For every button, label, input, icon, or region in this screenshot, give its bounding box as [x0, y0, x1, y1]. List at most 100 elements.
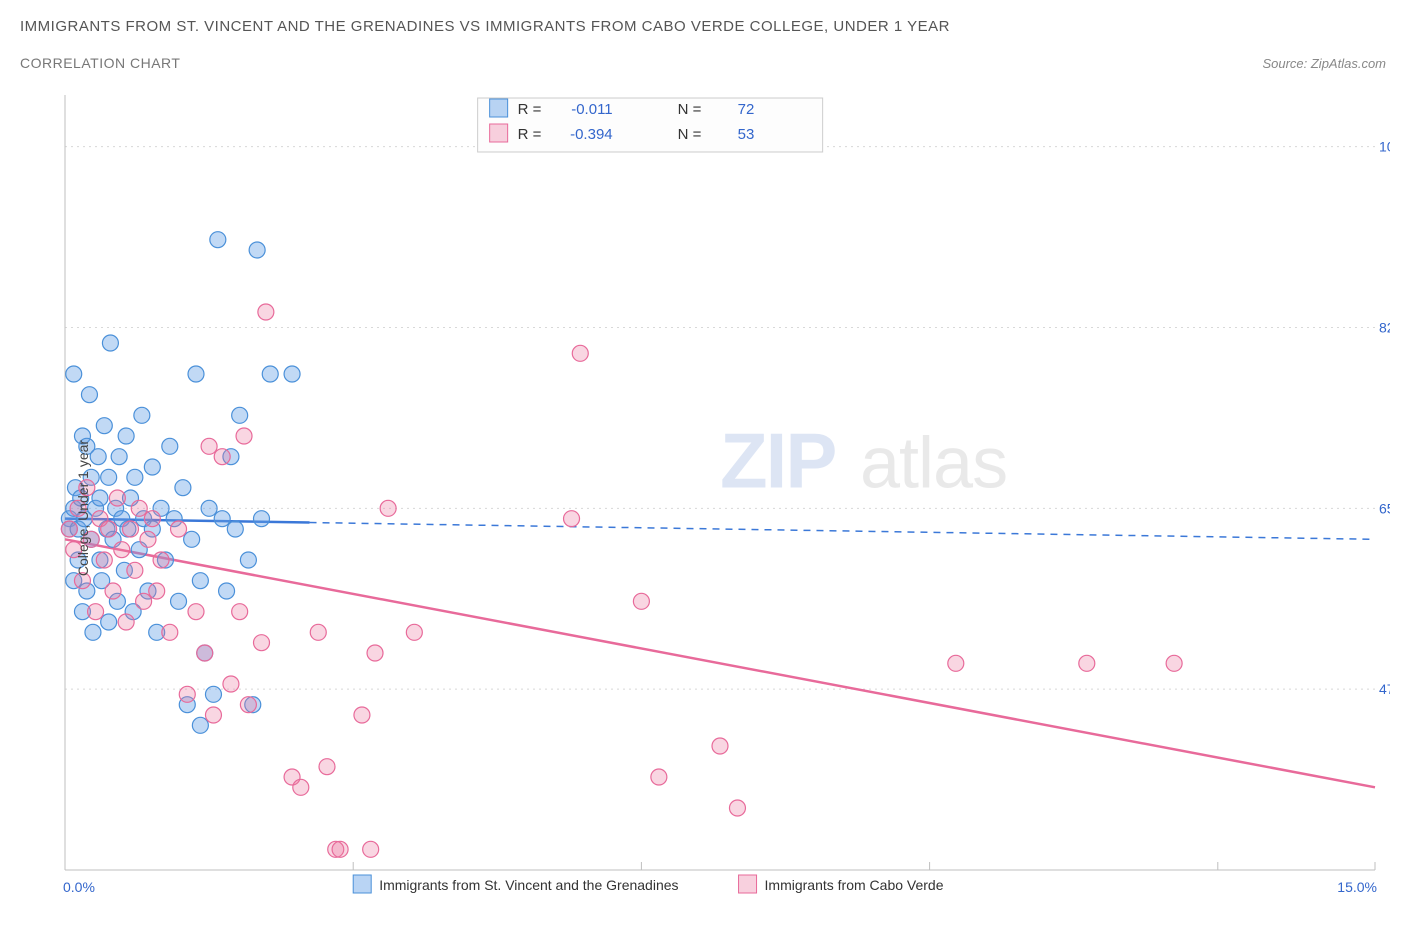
data-point	[214, 449, 230, 465]
data-point	[712, 738, 728, 754]
data-point	[81, 387, 97, 403]
data-point	[240, 697, 256, 713]
legend-swatch-icon	[490, 124, 508, 142]
series-legend-label: Immigrants from Cabo Verde	[765, 877, 944, 893]
data-point	[223, 676, 239, 692]
source-label: Source: ZipAtlas.com	[1262, 56, 1386, 71]
data-point	[105, 583, 121, 599]
data-point	[201, 500, 217, 516]
data-point	[188, 366, 204, 382]
data-point	[319, 759, 335, 775]
data-point	[240, 552, 256, 568]
y-tick-label: 47.5%	[1379, 681, 1390, 697]
data-point	[134, 407, 150, 423]
data-point	[729, 800, 745, 816]
data-point	[258, 304, 274, 320]
data-point	[162, 438, 178, 454]
data-point	[1166, 655, 1182, 671]
data-point	[96, 552, 112, 568]
watermark-icon: atlas	[860, 424, 1007, 504]
legend-n-value: 72	[738, 101, 755, 118]
data-point	[179, 686, 195, 702]
data-point	[219, 583, 235, 599]
watermark-icon: ZIP	[720, 417, 835, 505]
legend-r-value: -0.394	[570, 126, 613, 143]
data-point	[310, 624, 326, 640]
data-point	[232, 407, 248, 423]
data-point	[254, 635, 270, 651]
data-point	[380, 500, 396, 516]
data-point	[149, 583, 165, 599]
data-point	[144, 511, 160, 527]
legend-n-label: N =	[678, 126, 702, 143]
data-point	[197, 645, 213, 661]
data-point	[232, 604, 248, 620]
data-point	[236, 428, 252, 444]
x-tick-label: 15.0%	[1337, 879, 1377, 895]
data-point	[136, 593, 152, 609]
data-point	[948, 655, 964, 671]
data-point	[90, 449, 106, 465]
data-point	[367, 645, 383, 661]
data-point	[123, 521, 139, 537]
regression-line-blue-dash	[310, 523, 1375, 540]
data-point	[572, 345, 588, 361]
chart-subtitle: Correlation Chart	[20, 55, 180, 71]
data-point	[254, 511, 270, 527]
data-point	[354, 707, 370, 723]
data-point	[153, 552, 169, 568]
data-point	[192, 573, 208, 589]
data-point	[205, 707, 221, 723]
data-point	[1079, 655, 1095, 671]
data-point	[118, 614, 134, 630]
legend-r-label: R =	[518, 101, 542, 118]
data-point	[192, 717, 208, 733]
data-point	[201, 438, 217, 454]
data-point	[101, 521, 117, 537]
series-legend-label: Immigrants from St. Vincent and the Gren…	[379, 877, 678, 893]
chart-title: Immigrants from St. Vincent and the Gren…	[20, 18, 1386, 35]
legend-r-value: -0.011	[571, 101, 612, 118]
data-point	[127, 562, 143, 578]
data-point	[131, 500, 147, 516]
data-point	[633, 593, 649, 609]
legend-n-label: N =	[678, 101, 702, 118]
data-point	[85, 624, 101, 640]
legend-swatch-icon	[490, 99, 508, 117]
legend-swatch-icon	[353, 875, 371, 893]
data-point	[66, 366, 82, 382]
legend-r-label: R =	[518, 126, 542, 143]
data-point	[127, 469, 143, 485]
data-point	[227, 521, 243, 537]
legend-n-value: 53	[738, 126, 755, 143]
x-tick-label: 0.0%	[63, 879, 95, 895]
data-point	[92, 490, 108, 506]
data-point	[140, 531, 156, 547]
data-point	[205, 686, 221, 702]
data-point	[171, 521, 187, 537]
data-point	[109, 490, 125, 506]
data-point	[96, 418, 112, 434]
data-point	[175, 480, 191, 496]
data-point	[111, 449, 127, 465]
data-point	[184, 531, 200, 547]
correlation-chart: ZIPatlas0.0%15.0%47.5%65.0%82.5%100.0%R …	[20, 95, 1390, 920]
data-point	[171, 593, 187, 609]
legend-swatch-icon	[739, 875, 757, 893]
data-point	[262, 366, 278, 382]
data-point	[188, 604, 204, 620]
data-point	[101, 469, 117, 485]
data-point	[114, 542, 130, 558]
y-axis-label: College, Under 1 year	[75, 439, 91, 575]
data-point	[88, 604, 104, 620]
data-point	[332, 841, 348, 857]
data-point	[118, 428, 134, 444]
data-point	[101, 614, 117, 630]
data-point	[651, 769, 667, 785]
y-tick-label: 82.5%	[1379, 320, 1390, 336]
data-point	[284, 366, 300, 382]
data-point	[564, 511, 580, 527]
data-point	[162, 624, 178, 640]
data-point	[144, 459, 160, 475]
y-tick-label: 100.0%	[1379, 139, 1390, 155]
